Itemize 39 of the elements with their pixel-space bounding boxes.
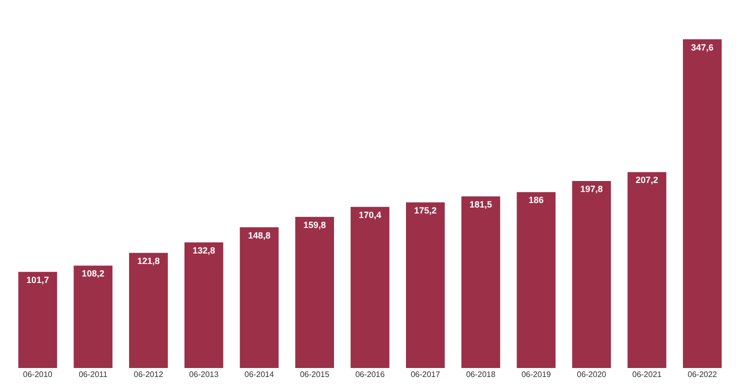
x-tick-label: 06-2018 bbox=[466, 370, 496, 379]
bar bbox=[628, 172, 666, 368]
bar bbox=[572, 180, 611, 368]
bar bbox=[74, 266, 112, 368]
data-label: 132,8 bbox=[192, 245, 216, 256]
x-tick-label: 06-2019 bbox=[521, 370, 552, 379]
bar bbox=[184, 242, 224, 368]
x-tick-label: 06-2022 bbox=[688, 370, 718, 379]
data-label: 197,8 bbox=[580, 184, 603, 194]
bar bbox=[295, 216, 334, 368]
x-tick-label: 06-2020 bbox=[576, 370, 607, 379]
bar bbox=[516, 192, 556, 368]
data-label: 159,8 bbox=[303, 220, 326, 230]
data-label: 175,2 bbox=[414, 205, 437, 216]
data-label: 121,8 bbox=[137, 256, 160, 266]
data-label: 148,8 bbox=[248, 230, 270, 240]
x-tick-label: 06-2013 bbox=[189, 370, 220, 379]
x-tick-label: 06-2014 bbox=[244, 370, 274, 379]
bar bbox=[129, 252, 168, 368]
data-label: 186 bbox=[528, 195, 544, 206]
data-label: 101,7 bbox=[26, 274, 49, 285]
data-label: 170,4 bbox=[358, 210, 382, 220]
data-label: 347,6 bbox=[691, 42, 714, 52]
bar bbox=[461, 196, 500, 368]
data-label: 108,2 bbox=[82, 268, 104, 279]
bar bbox=[406, 202, 445, 368]
bar bbox=[240, 227, 279, 368]
x-tick-label: 06-2017 bbox=[410, 370, 441, 379]
x-tick-label: 06-2011 bbox=[78, 370, 108, 379]
data-label: 207,2 bbox=[636, 175, 658, 186]
bar bbox=[682, 39, 722, 368]
x-tick-label: 06-2012 bbox=[134, 370, 164, 379]
bar bbox=[350, 206, 390, 368]
x-tick-label: 06-2021 bbox=[632, 370, 662, 379]
x-tick-label: 06-2016 bbox=[355, 370, 386, 379]
x-tick-label: 06-2010 bbox=[23, 370, 53, 379]
x-tick-label: 06-2015 bbox=[300, 370, 330, 379]
data-label: 181,5 bbox=[470, 199, 492, 210]
bar bbox=[18, 272, 58, 368]
